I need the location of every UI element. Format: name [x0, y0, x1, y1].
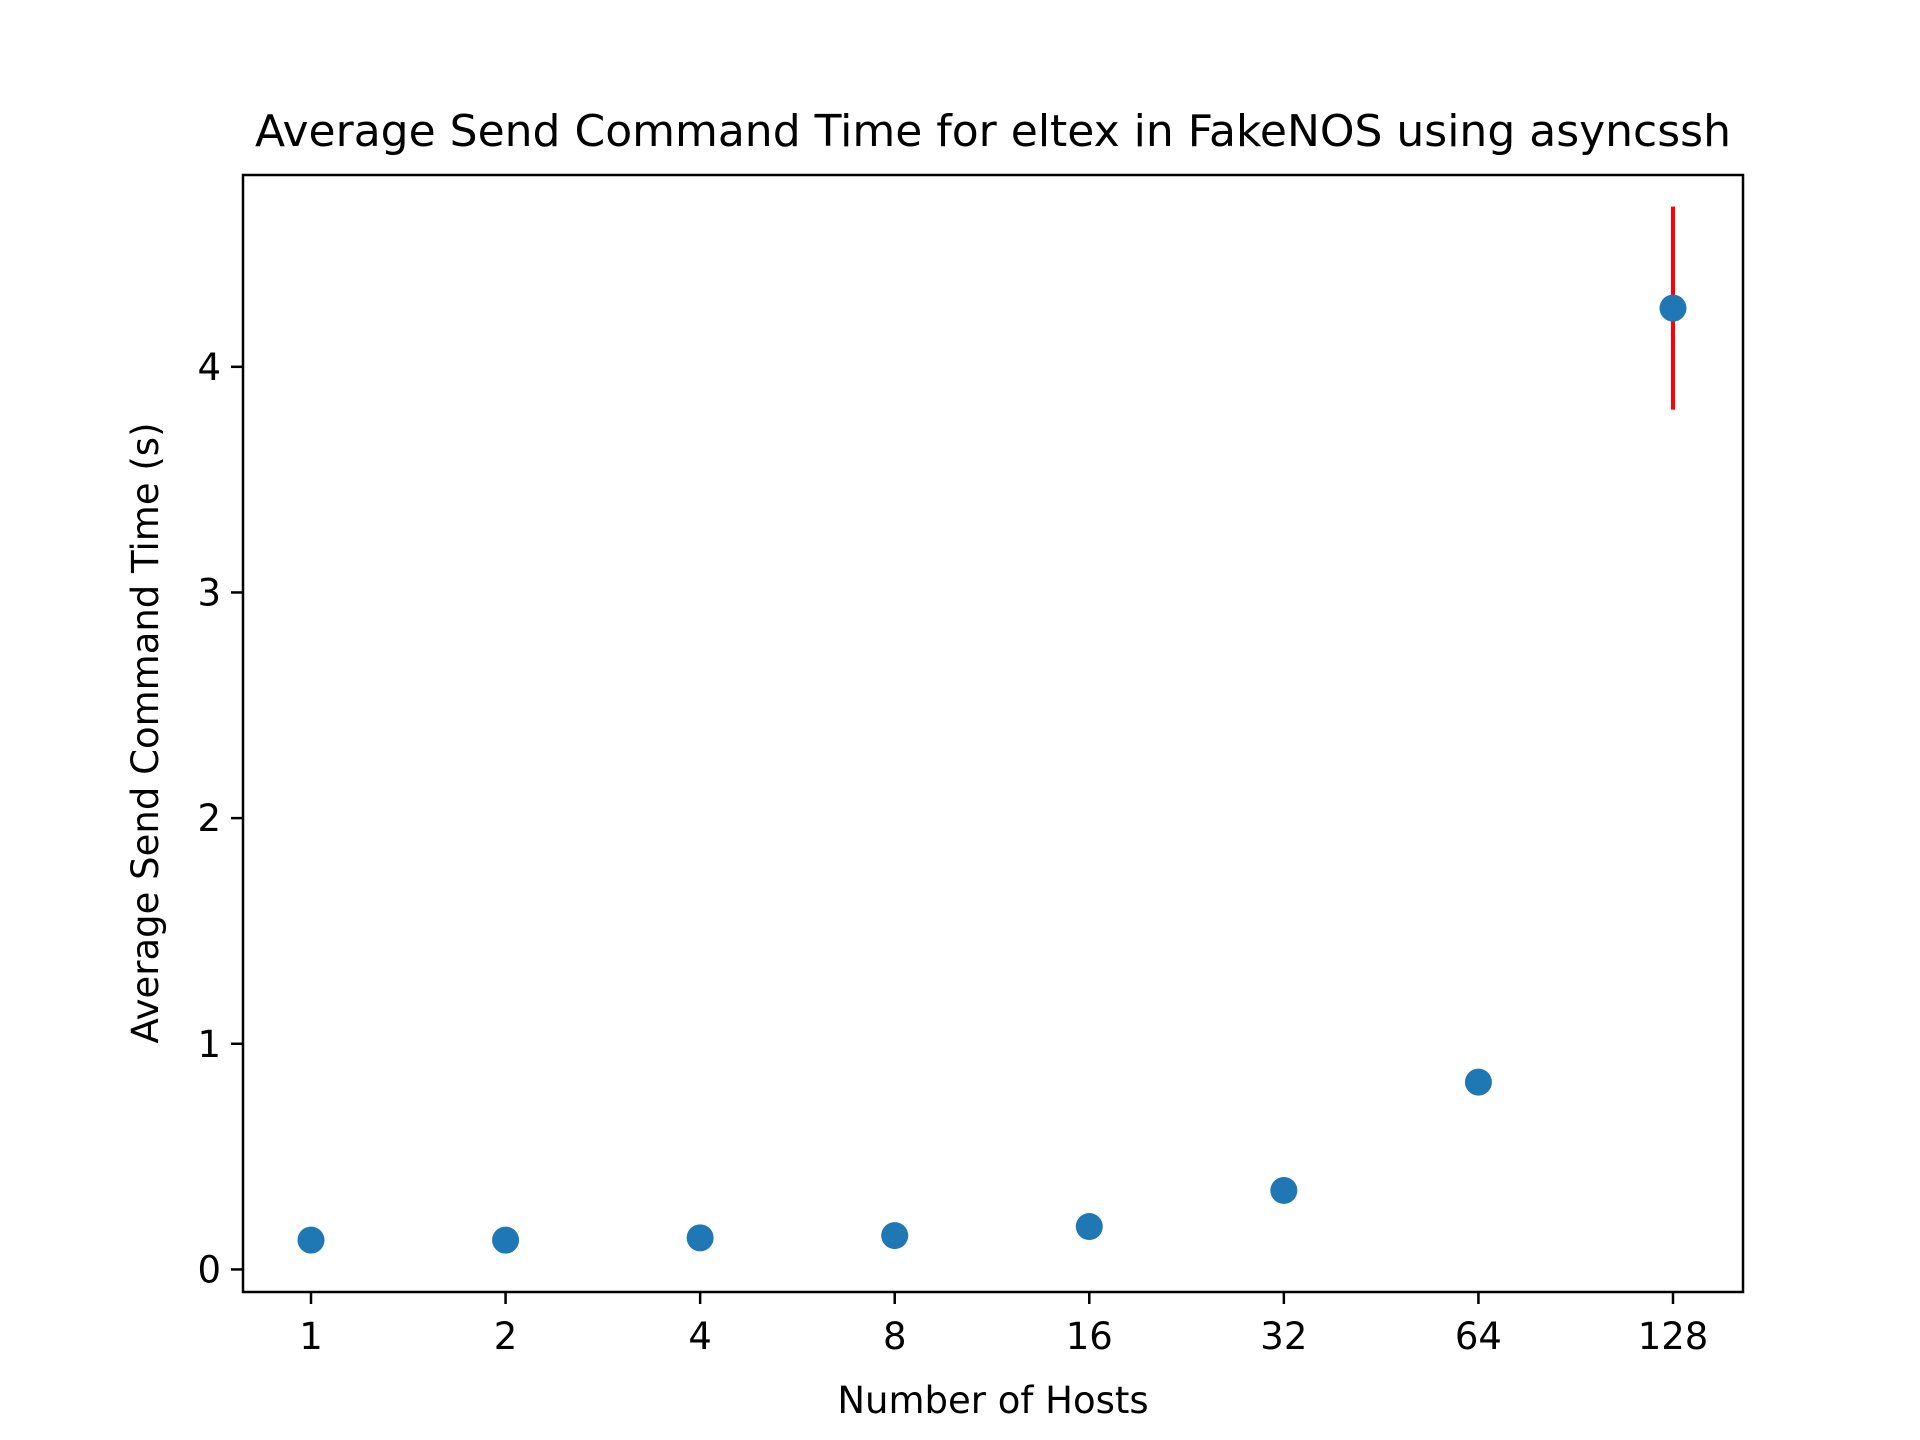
y-tick-label: 4: [197, 346, 221, 389]
x-tick-label: 128: [1638, 1315, 1709, 1358]
data-point: [1659, 294, 1687, 322]
data-point: [297, 1226, 325, 1254]
data-point: [686, 1224, 714, 1252]
x-tick-label: 2: [494, 1315, 518, 1358]
data-point: [881, 1222, 909, 1250]
chart-title: Average Send Command Time for eltex in F…: [255, 106, 1731, 157]
y-tick-label: 0: [197, 1248, 221, 1291]
y-tick-label: 3: [197, 571, 221, 614]
plot-frame: [241, 173, 1745, 1294]
data-point: [492, 1226, 520, 1254]
plot-area: [297, 206, 1687, 1254]
y-tick-label: 2: [197, 797, 221, 840]
x-tick-label: 1: [299, 1315, 323, 1358]
x-tick-label: 4: [688, 1315, 712, 1358]
x-axis-label: Number of Hosts: [837, 1379, 1148, 1422]
data-point: [1464, 1068, 1492, 1096]
x-tick-label: 16: [1066, 1315, 1113, 1358]
data-point: [1270, 1176, 1298, 1204]
x-tick-label: 8: [883, 1315, 907, 1358]
x-tick-label: 64: [1455, 1315, 1502, 1358]
x-tick-label: 32: [1260, 1315, 1307, 1358]
y-axis-label: Average Send Command Time (s): [124, 422, 167, 1043]
data-point: [1075, 1213, 1103, 1241]
y-tick-label: 1: [197, 1023, 221, 1066]
